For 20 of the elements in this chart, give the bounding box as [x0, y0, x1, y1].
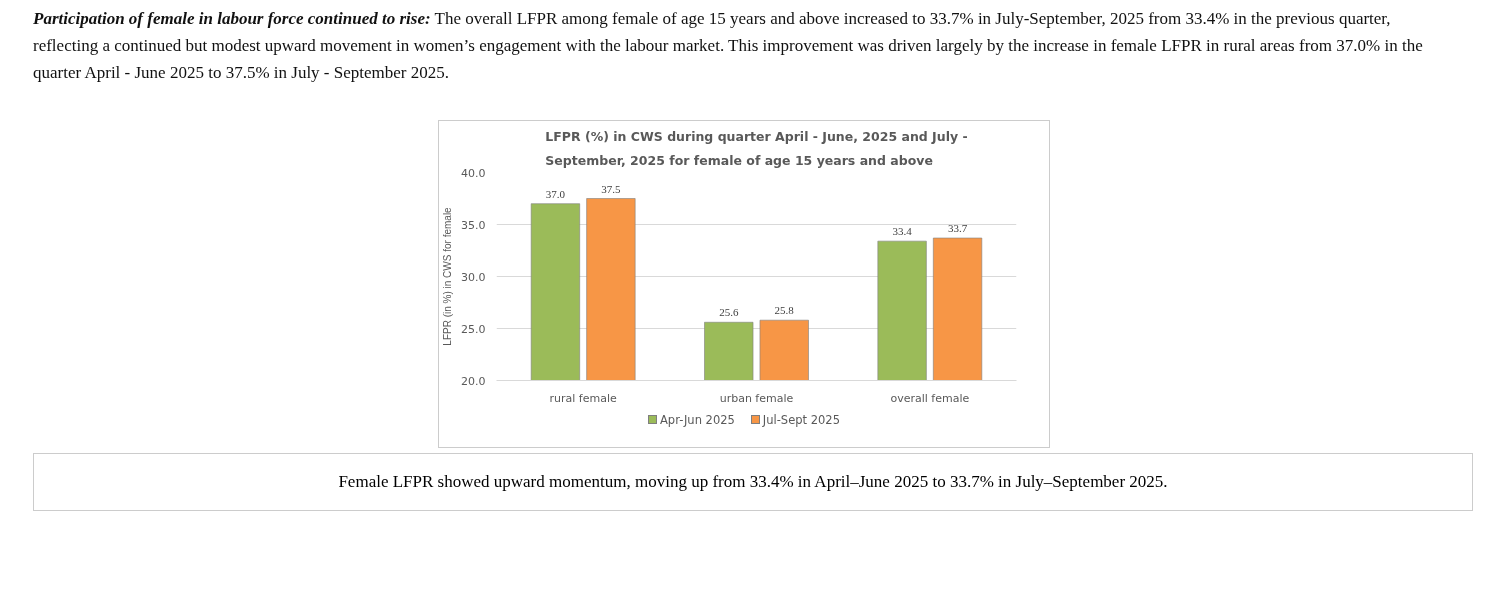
data-label: 33.4: [892, 225, 913, 238]
y-tick-label: 40.0: [461, 166, 486, 180]
y-axis-title: LFPR (in %) in CWS for female: [442, 206, 454, 346]
x-tick-label: overall female: [890, 391, 970, 405]
x-tick-label: urban female: [719, 391, 794, 405]
x-tick-label: rural female: [549, 391, 618, 405]
data-label: 25.6: [719, 306, 739, 319]
text: Participation of female in labour force continued to rise:: [33, 9, 431, 28]
chart-title: LFPR (%) in CWS during quarter April - June, 2025 and July - September, 2025 for female of age 15 years and above: [545, 128, 968, 168]
legend-item: Jul-Sept 2025: [750, 413, 840, 427]
data-label: 25.8: [774, 304, 795, 317]
y-tick-label: 35.0: [461, 218, 486, 232]
y-tick-label: 25.0: [461, 322, 486, 336]
data-label: 33.7: [947, 222, 968, 235]
data-label: 37.0: [545, 187, 566, 200]
text: Female LFPR showed upward momentum, moving up from 33.4% in April–June 2025 to 33.7% in July–September 2025.: [33, 453, 1473, 511]
y-tick-label: 20.0: [461, 374, 486, 388]
data-label: 37.5: [601, 182, 622, 195]
y-tick-label: 30.0: [461, 270, 486, 284]
legend-item: Apr-Jun 2025: [648, 413, 735, 427]
